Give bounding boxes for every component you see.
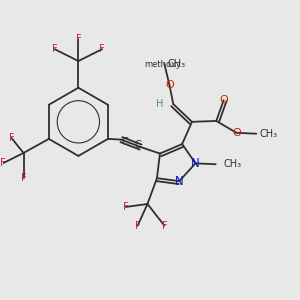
Text: N: N bbox=[175, 175, 184, 188]
Text: CH₃: CH₃ bbox=[260, 129, 278, 139]
Text: F: F bbox=[123, 202, 129, 212]
Text: F: F bbox=[0, 158, 6, 168]
Text: O: O bbox=[232, 128, 241, 138]
Text: F: F bbox=[21, 173, 26, 183]
Text: F: F bbox=[135, 220, 140, 231]
Text: H: H bbox=[156, 99, 163, 109]
Text: F: F bbox=[162, 220, 167, 231]
Text: F: F bbox=[76, 34, 81, 44]
Text: F: F bbox=[52, 44, 58, 54]
Text: N: N bbox=[191, 157, 200, 170]
Text: F: F bbox=[9, 133, 14, 143]
Text: C: C bbox=[134, 140, 141, 150]
Text: CH₃: CH₃ bbox=[167, 59, 185, 69]
Text: C: C bbox=[121, 136, 128, 146]
Text: O: O bbox=[165, 80, 174, 90]
Text: O: O bbox=[219, 95, 228, 105]
Text: CH₃: CH₃ bbox=[223, 159, 241, 169]
Text: methoxy: methoxy bbox=[145, 59, 181, 68]
Text: F: F bbox=[99, 44, 105, 54]
